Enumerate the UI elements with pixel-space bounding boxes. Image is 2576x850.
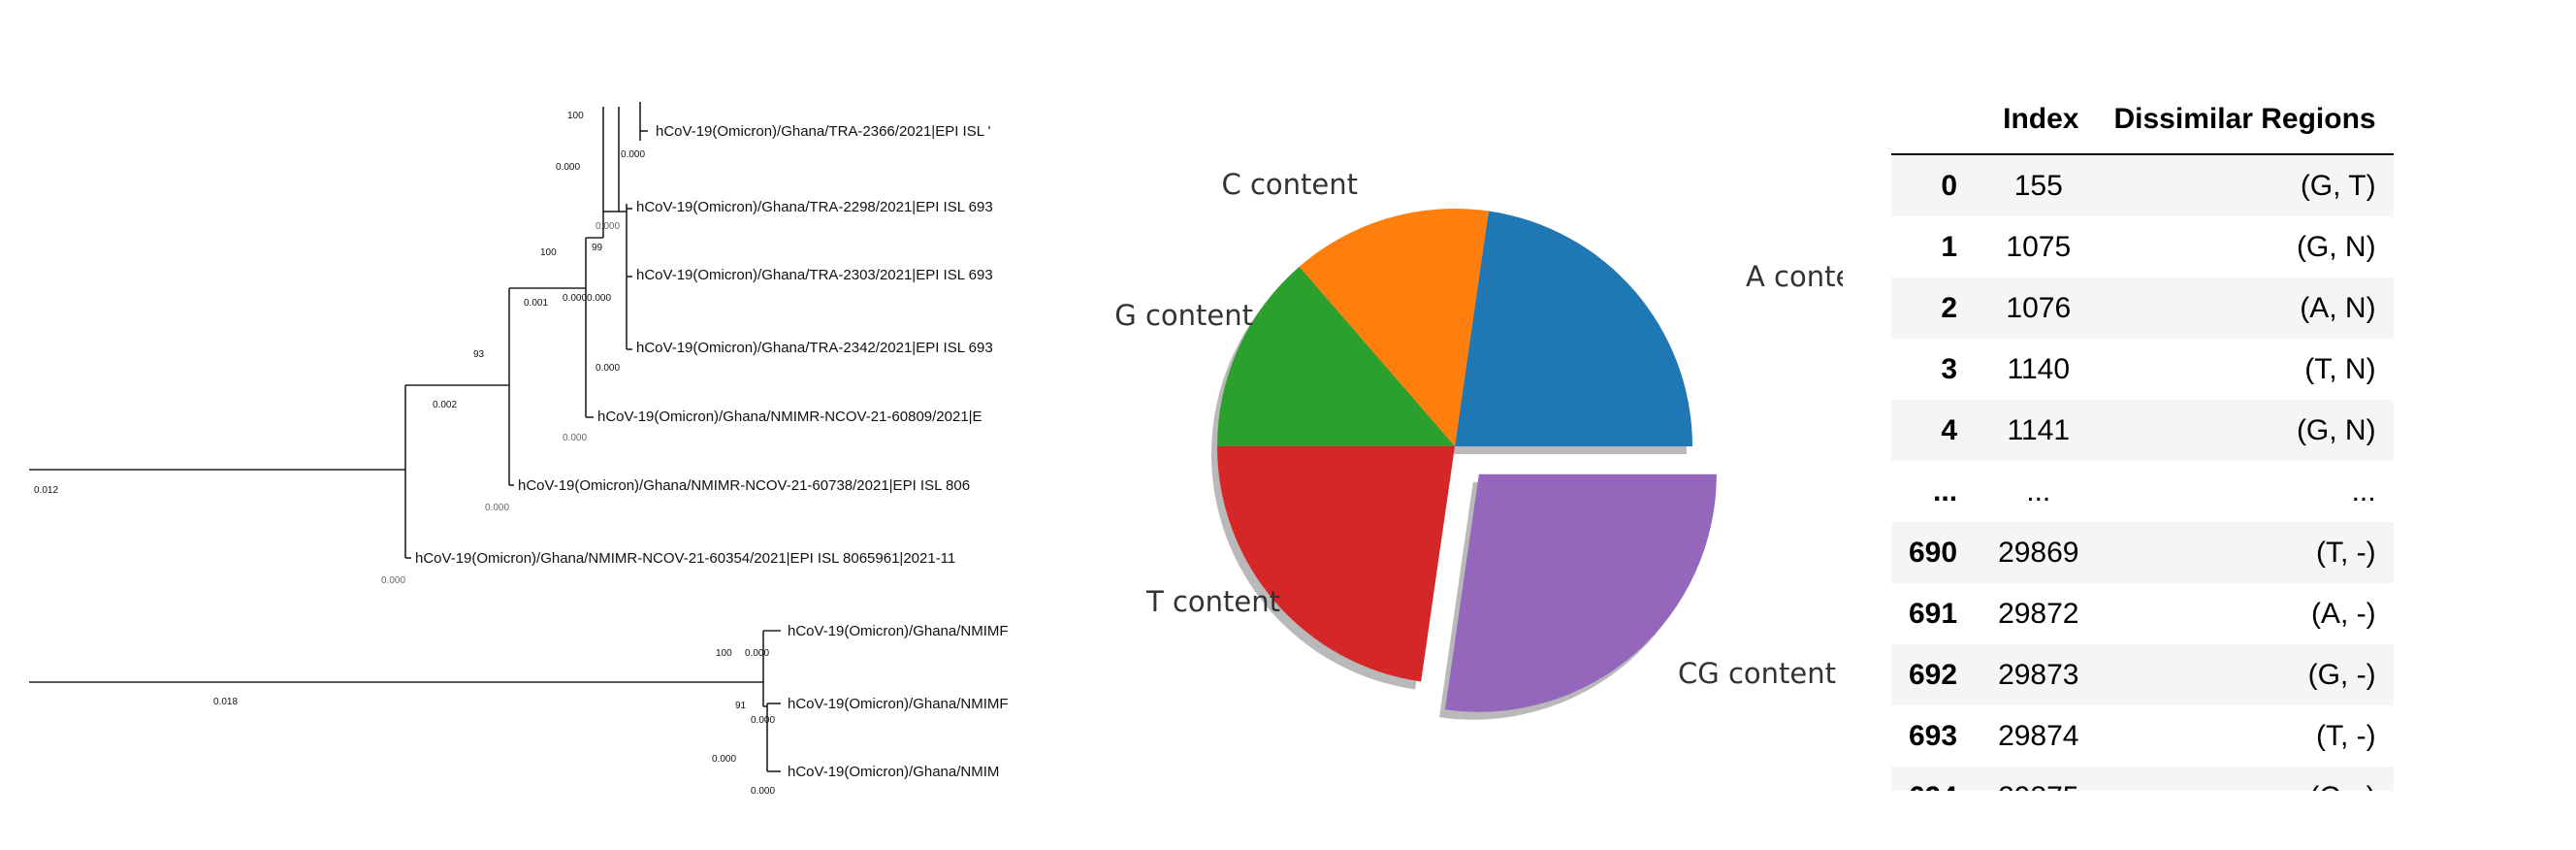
column-header-index-col	[1891, 85, 1980, 154]
dissimilar-region-cell: (G, T)	[2097, 154, 2394, 216]
row-index-cell: 1	[1891, 216, 1980, 278]
dissimilar-region-cell: (T, -)	[2097, 705, 2394, 767]
pie-svg: A content C content G content T content CG c…	[1067, 0, 1843, 845]
row-index-cell: 692	[1891, 644, 1980, 705]
table-row: .........	[1891, 461, 2394, 522]
leaf-label: hCoV-19(Omicron)/Ghana/TRA-2366/2021|EPI…	[656, 123, 991, 140]
bootstrap-label: 100	[540, 247, 557, 258]
branch-length-label: 0.001	[524, 298, 548, 309]
pie-label-t-content: T content	[1145, 585, 1280, 618]
dissimilar-region-cell: (T, -)	[2097, 522, 2394, 583]
dissimilar-region-cell: (G, -)	[2097, 644, 2394, 705]
index-cell: 1076	[1980, 278, 2096, 339]
pie-label-cg-content: CG content	[1678, 657, 1836, 690]
branch-length-label: 0.000	[485, 503, 509, 513]
branch-length-label: 0.000	[556, 162, 580, 173]
bootstrap-label: 93	[473, 349, 485, 360]
dataframe-table: Index Dissimilar Regions 0 155 (G, T) 1 1075…	[1891, 85, 2394, 791]
leaf-label: hCoV-19(Omicron)/Ghana/TRA-2298/2021|EPI…	[636, 199, 993, 215]
branch-length-label: 0.000	[381, 575, 405, 586]
branch-length-label: 0.002	[433, 400, 457, 410]
leaf-label: hCoV-19(Omicron)/Ghana/NMIMF	[788, 623, 1009, 639]
branch-length-label: 0.000	[596, 363, 620, 374]
branch-length-label: 0.000	[621, 149, 645, 160]
branch-length-label: 0.000	[745, 648, 769, 659]
leaf-label: hCoV-19(Omicron)/Ghana/NMIM	[788, 764, 999, 780]
leaf-label: hCoV-19(Omicron)/Ghana/NMIMR-NCOV-21-608…	[597, 409, 982, 425]
pie-label-a-content: A content	[1746, 260, 1843, 293]
bootstrap-label: 91	[735, 701, 747, 711]
dissimilar-regions-table: Index Dissimilar Regions 0 155 (G, T) 1 1075…	[1872, 0, 2576, 845]
row-index-cell: 690	[1891, 522, 1980, 583]
dissimilar-region-cell: ...	[2097, 461, 2394, 522]
row-index-cell: 693	[1891, 705, 1980, 767]
dissimilar-region-cell: (A, N)	[2097, 278, 2394, 339]
branch-length-label: 0.000	[563, 433, 587, 443]
table-row: 692 29873 (G, -)	[1891, 644, 2394, 705]
dissimilar-region-cell: (C, -)	[2097, 767, 2394, 791]
index-cell: 155	[1980, 154, 2096, 216]
leaf-label: hCoV-19(Omicron)/Ghana/TRA-2303/2021|EPI…	[636, 267, 993, 283]
tree-svg: 0.012 0.018 hCoV-19(Omicron)/Ghana/TRA-2…	[0, 0, 1057, 845]
index-cell: 29873	[1980, 644, 2096, 705]
branch-length-label: 0.000	[751, 786, 775, 797]
leaf-label: hCoV-19(Omicron)/Ghana/TRA-2342/2021|EPI…	[636, 340, 993, 356]
table-row: 690 29869 (T, -)	[1891, 522, 2394, 583]
table-row: 69429875(C, -)	[1891, 767, 2394, 791]
pie-slice-a-content	[1455, 211, 1692, 446]
bootstrap-label: 100	[716, 648, 732, 659]
branch-length-label: 0.000	[596, 221, 620, 232]
pie-slice-cg-content	[1445, 474, 1717, 712]
index-cell: 29875	[1980, 767, 2096, 791]
row-index-cell: 4	[1891, 400, 1980, 461]
row-index-cell: 0	[1891, 154, 1980, 216]
column-header-index: Index	[1980, 85, 2096, 154]
dissimilar-region-cell: (T, N)	[2097, 339, 2394, 400]
row-index-cell: ...	[1891, 461, 1980, 522]
dissimilar-region-cell: (A, -)	[2097, 583, 2394, 644]
table-row: 2 1076 (A, N)	[1891, 278, 2394, 339]
branch-length-label: 0.000	[751, 715, 775, 726]
index-cell: ...	[1980, 461, 2096, 522]
bootstrap-label: 99	[592, 243, 603, 253]
branch-length-label: 0.0000.000	[563, 293, 611, 304]
index-cell: 29869	[1980, 522, 2096, 583]
table-header-row: Index Dissimilar Regions	[1891, 85, 2394, 154]
table-row: 3 1140 (T, N)	[1891, 339, 2394, 400]
table-row: 693 29874 (T, -)	[1891, 705, 2394, 767]
row-index-cell: 3	[1891, 339, 1980, 400]
branch-length-label: 0.018	[213, 697, 238, 707]
row-index-cell: 2	[1891, 278, 1980, 339]
nucleotide-pie-chart: A content C content G content T content CG c…	[1067, 0, 1843, 845]
table-row: 0 155 (G, T)	[1891, 154, 2394, 216]
pie-label-c-content: C content	[1222, 168, 1359, 201]
leaf-label: hCoV-19(Omicron)/Ghana/NMIMR-NCOV-21-603…	[415, 550, 955, 567]
pie-label-g-content: G content	[1114, 299, 1253, 332]
branch-length-label: 0.012	[34, 485, 58, 496]
bootstrap-label: 100	[567, 111, 584, 121]
phylogenetic-tree: 0.012 0.018 hCoV-19(Omicron)/Ghana/TRA-2…	[0, 0, 1057, 845]
pie-slice-t-content	[1217, 446, 1455, 682]
table-row: 4 1141 (G, N)	[1891, 400, 2394, 461]
index-cell: 1140	[1980, 339, 2096, 400]
branch-length-label: 0.000	[712, 754, 736, 765]
dissimilar-region-cell: (G, N)	[2097, 400, 2394, 461]
leaf-label: hCoV-19(Omicron)/Ghana/NMIMR-NCOV-21-607…	[518, 477, 970, 494]
column-header-dissimilar-regions: Dissimilar Regions	[2097, 85, 2394, 154]
index-cell: 29872	[1980, 583, 2096, 644]
index-cell: 1075	[1980, 216, 2096, 278]
index-cell: 1141	[1980, 400, 2096, 461]
index-cell: 29874	[1980, 705, 2096, 767]
dissimilar-region-cell: (G, N)	[2097, 216, 2394, 278]
table-row: 691 29872 (A, -)	[1891, 583, 2394, 644]
leaf-label: hCoV-19(Omicron)/Ghana/NMIMF	[788, 696, 1009, 712]
table-row: 1 1075 (G, N)	[1891, 216, 2394, 278]
row-index-cell: 694	[1891, 767, 1980, 791]
row-index-cell: 691	[1891, 583, 1980, 644]
